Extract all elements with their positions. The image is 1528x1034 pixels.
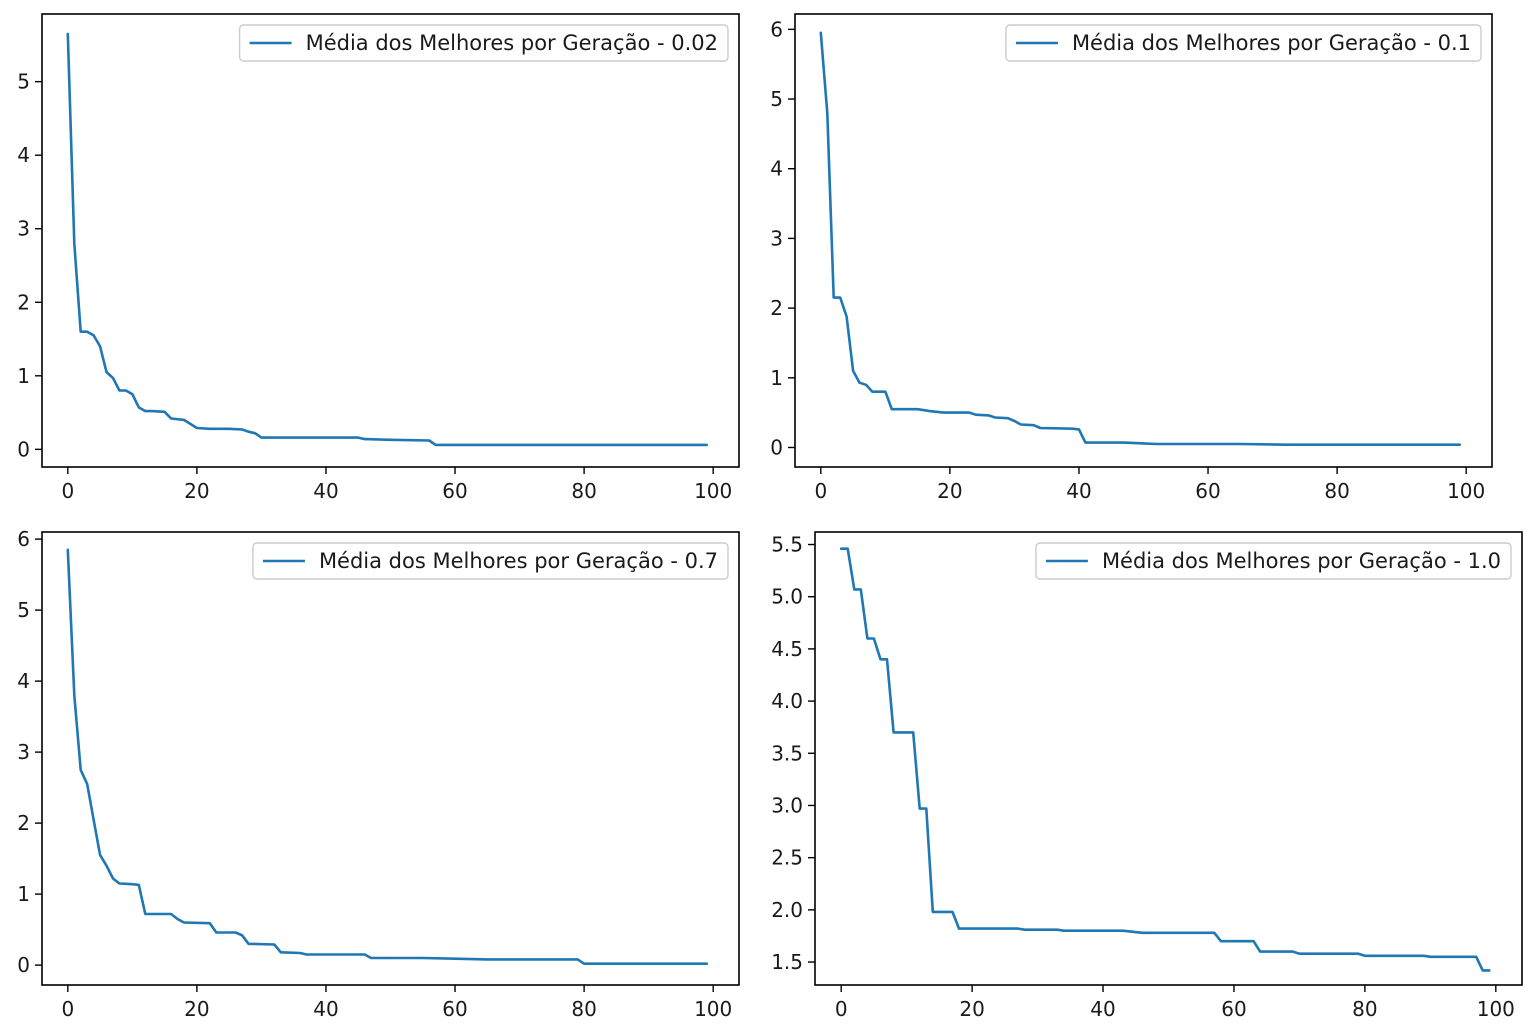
y-tick-label: 4 — [17, 143, 30, 167]
legend-label: Média dos Melhores por Geração - 0.7 — [319, 549, 718, 573]
x-tick-label: 0 — [814, 479, 827, 503]
y-tick-label: 3 — [17, 740, 30, 764]
legend: Média dos Melhores por Geração - 0.02 — [238, 24, 729, 62]
y-tick-label: 4 — [770, 157, 783, 181]
x-tick-label: 0 — [835, 997, 848, 1021]
series-line-4-1 — [839, 547, 1491, 972]
y-tick-label: 0 — [17, 437, 30, 461]
x-tick-label: 80 — [1324, 479, 1349, 503]
x-tick-label: 80 — [1352, 997, 1377, 1021]
y-tick-label: 5 — [17, 70, 30, 94]
x-tick-label: 60 — [1195, 479, 1220, 503]
y-tick-label: 4 — [17, 669, 30, 693]
series-line-3-1 — [66, 548, 708, 965]
legend-box — [1035, 542, 1512, 580]
x-tick-label: 80 — [571, 479, 596, 503]
x-tick-label: 20 — [184, 479, 209, 503]
y-tick-label: 0 — [17, 953, 30, 977]
x-tick-label: 40 — [1066, 479, 1091, 503]
x-tick-label: 40 — [1090, 997, 1115, 1021]
x-tick-label: 20 — [184, 997, 209, 1021]
x-tick-label: 40 — [313, 479, 338, 503]
y-tick-label: 3 — [770, 226, 783, 250]
legend-label: Média dos Melhores por Geração - 1.0 — [1102, 549, 1501, 573]
y-tick-label: 1 — [17, 882, 30, 906]
y-tick-label: 2.0 — [771, 898, 803, 922]
y-tick-label: 3.5 — [771, 741, 803, 765]
y-tick-label: 1.5 — [771, 950, 803, 974]
x-tick-label: 20 — [937, 479, 962, 503]
x-tick-label: 20 — [959, 997, 984, 1021]
legend-box — [1005, 24, 1482, 62]
y-tick-label: 4.0 — [771, 689, 803, 713]
x-tick-label: 100 — [1447, 479, 1485, 503]
subplot-2: 0 20 40 60 80 100 0 1 2 3 4 5 6 Média dos Melhores po… — [770, 13, 1493, 503]
series-line-1-1 — [66, 32, 708, 447]
x-tick-label: 60 — [442, 997, 467, 1021]
y-tick-label: 2 — [17, 811, 30, 835]
legend-box — [238, 24, 729, 62]
y-tick-label: 2 — [17, 290, 30, 314]
legend-label: Média dos Melhores por Geração - 0.02 — [306, 31, 718, 55]
x-tick-label: 60 — [1221, 997, 1246, 1021]
x-tick-label: 0 — [61, 997, 74, 1021]
subplot-4: 0 20 40 60 80 100 1.5 2.0 2.5 3.0 3.5 4.0 4.5 5.0 5.5 M… — [771, 531, 1523, 1021]
x-tick-label: 100 — [1477, 997, 1515, 1021]
y-tick-label: 6 — [770, 17, 783, 41]
axes-frame — [41, 13, 740, 468]
y-tick-label: 3.0 — [771, 793, 803, 817]
y-tick-label: 2.5 — [771, 846, 803, 870]
axes-frame — [794, 13, 1493, 468]
x-tick-label: 80 — [571, 997, 596, 1021]
legend-label: Média dos Melhores por Geração - 0.1 — [1072, 31, 1471, 55]
y-tick-label: 5 — [770, 87, 783, 111]
x-tick-label: 100 — [694, 479, 732, 503]
legend: Média dos Melhores por Geração - 0.7 — [252, 542, 729, 580]
y-tick-label: 1 — [770, 366, 783, 390]
series-line-2-1 — [819, 31, 1461, 446]
y-tick-label: 0 — [770, 435, 783, 459]
y-tick-label: 6 — [17, 527, 30, 551]
axes-frame — [41, 531, 740, 986]
axes-frame — [814, 531, 1523, 986]
x-tick-label: 60 — [442, 479, 467, 503]
x-tick-label: 0 — [61, 479, 74, 503]
legend-box — [252, 542, 729, 580]
subplot-3: 0 20 40 60 80 100 0 1 2 3 4 5 6 Média dos Melhores po… — [17, 527, 740, 1021]
y-tick-label: 5 — [17, 598, 30, 622]
x-tick-label: 100 — [694, 997, 732, 1021]
x-tick-label: 40 — [313, 997, 338, 1021]
subplot-1: 0 20 40 60 80 100 0 1 2 3 4 5 Média dos Melhores por… — [17, 13, 740, 503]
y-tick-label: 3 — [17, 217, 30, 241]
legend: Média dos Melhores por Geração - 1.0 — [1035, 542, 1512, 580]
y-tick-label: 1 — [17, 364, 30, 388]
legend: Média dos Melhores por Geração - 0.1 — [1005, 24, 1482, 62]
y-tick-label: 2 — [770, 296, 783, 320]
y-tick-label: 5.0 — [771, 585, 803, 609]
y-tick-label: 4.5 — [771, 637, 803, 661]
y-tick-label: 5.5 — [771, 533, 803, 557]
